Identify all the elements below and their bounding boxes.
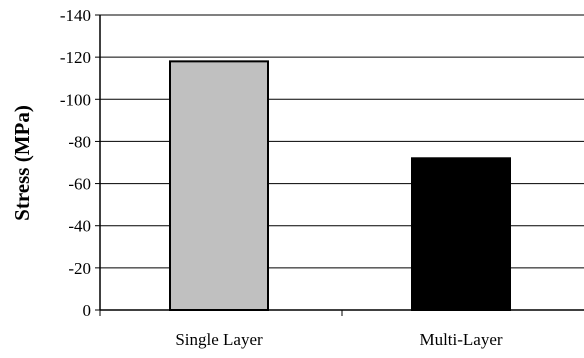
bars bbox=[169, 60, 511, 311]
bar-multi-layer bbox=[411, 157, 511, 311]
x-tick-labels: Single Layer Multi-Layer bbox=[99, 310, 503, 349]
y-tick-label: -60 bbox=[68, 175, 91, 194]
y-tick-label: 0 bbox=[83, 301, 92, 320]
y-tick-labels: 0 -20 -40 -60 -80 -100 -120 -140 bbox=[60, 6, 91, 320]
y-tick-label: -40 bbox=[68, 217, 91, 236]
x-tick-label: Single Layer bbox=[175, 330, 263, 349]
y-tick-label: -140 bbox=[60, 6, 91, 25]
bar-single-layer bbox=[169, 60, 269, 311]
y-tick-label: -80 bbox=[68, 132, 91, 151]
y-tick-label: -120 bbox=[60, 48, 91, 67]
x-tick-label: Multi-Layer bbox=[419, 330, 502, 349]
y-tick-label: -100 bbox=[60, 90, 91, 109]
y-tick-label: -20 bbox=[68, 259, 91, 278]
y-axis-title: Stress (MPa) bbox=[10, 105, 34, 221]
